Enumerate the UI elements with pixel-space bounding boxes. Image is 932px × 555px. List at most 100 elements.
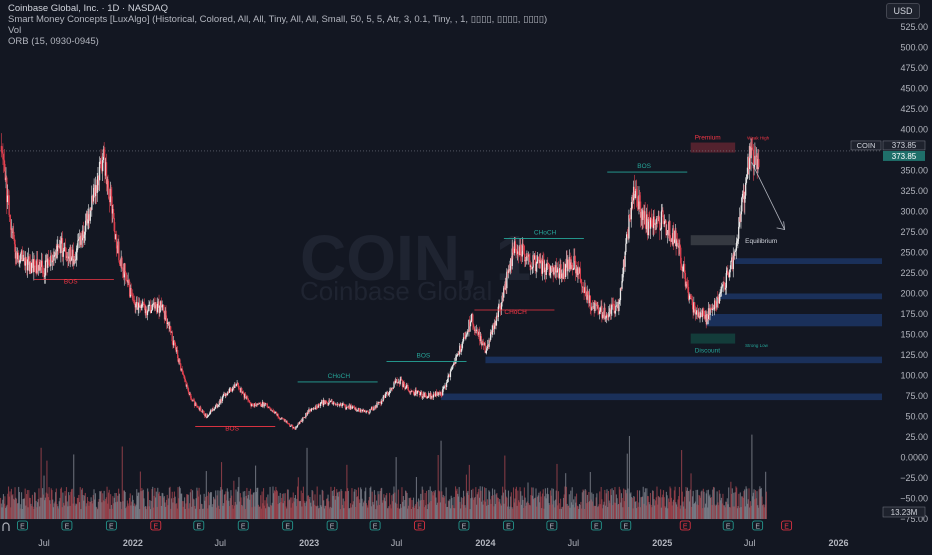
candle-body — [459, 345, 462, 352]
volume-bar — [63, 502, 65, 519]
candle-body — [519, 245, 521, 255]
candle-body — [574, 260, 577, 274]
candle-body — [51, 255, 53, 263]
candle-body — [261, 401, 264, 407]
candle-body — [215, 404, 217, 407]
volume-bar — [739, 507, 741, 519]
candle-body — [550, 266, 552, 273]
candle-body — [486, 348, 488, 351]
volume-bar — [189, 492, 191, 519]
volume-bar — [20, 504, 22, 519]
volume-bar — [100, 490, 102, 519]
candle-body — [643, 210, 645, 218]
candle-body — [307, 412, 309, 413]
candle-body — [284, 420, 286, 422]
candle-body — [562, 268, 564, 279]
y-tick-label: 0.0000 — [900, 453, 928, 463]
candle-body — [275, 412, 277, 413]
volume-bar — [741, 496, 743, 519]
candle-body — [500, 302, 503, 310]
volume-bar — [296, 498, 298, 519]
candle-body — [85, 213, 88, 221]
candle-body — [212, 408, 214, 411]
candle-body — [320, 401, 323, 403]
volume-bar — [696, 504, 698, 519]
candle-body — [473, 327, 476, 331]
volume-bar — [367, 507, 369, 519]
volume-bar — [51, 490, 53, 519]
volume-bar — [666, 495, 668, 519]
earnings-marker — [546, 520, 558, 531]
candle-body — [211, 408, 214, 411]
volume-bar — [478, 497, 481, 519]
candle-body — [469, 322, 472, 327]
candle-body — [59, 245, 61, 253]
candle-body — [376, 402, 378, 408]
volume-bar — [755, 498, 757, 519]
candle-body — [676, 240, 678, 247]
volume-bar — [38, 488, 40, 519]
volume-bar — [278, 495, 280, 519]
volume-bar — [532, 487, 534, 519]
candle-body — [245, 396, 248, 399]
candle-body — [138, 303, 140, 308]
candle-body — [651, 220, 653, 227]
candle-body — [402, 382, 404, 387]
earnings-marker-label: E — [20, 524, 25, 531]
settings-icon[interactable] — [2, 522, 12, 532]
volume-bar — [110, 494, 112, 519]
volume-bar — [463, 496, 465, 519]
candle-body — [272, 410, 274, 412]
volume-bar — [680, 505, 682, 519]
indicator-orb[interactable]: ORB (15, 0930-0945) — [8, 36, 99, 47]
candle-body — [38, 265, 40, 271]
candle-body — [168, 322, 170, 329]
candle-body — [292, 427, 295, 429]
currency-button[interactable]: USD — [886, 3, 920, 19]
volume-bar — [170, 498, 173, 519]
candle-body — [353, 406, 356, 410]
volume-bar — [225, 491, 227, 519]
volume-bar — [536, 506, 538, 519]
volume-bar — [210, 492, 212, 519]
candle-body — [50, 255, 52, 266]
candle-body — [429, 393, 431, 397]
volume-bar — [60, 487, 62, 519]
earnings-marker-label: E — [330, 524, 335, 531]
volume-bar — [144, 506, 146, 519]
candle-body — [76, 248, 78, 253]
candle-body — [522, 243, 524, 246]
candle-body — [411, 390, 414, 392]
volume-bar — [764, 504, 766, 519]
volume-bar — [383, 494, 385, 519]
volume-bar — [390, 508, 392, 519]
volume-bar — [546, 493, 548, 519]
volume-bar — [276, 491, 278, 519]
candle-body — [404, 383, 406, 390]
volume-bar — [733, 492, 735, 519]
volume-bar — [418, 498, 420, 519]
candle-body — [356, 410, 358, 412]
volume-bar — [45, 492, 47, 519]
volume-bar — [475, 487, 477, 519]
indicator-vol[interactable]: Vol — [8, 25, 22, 36]
volume-bar — [565, 473, 567, 519]
indicator-smc[interactable]: Smart Money Concepts [LuxAlgo] (Historic… — [8, 14, 548, 25]
volume-bar — [552, 488, 554, 519]
candle-body — [745, 179, 748, 183]
volume-bar — [375, 509, 377, 519]
candle-body — [129, 288, 132, 297]
candle-body — [154, 302, 156, 309]
candle-body — [122, 270, 125, 278]
volume-bar — [263, 488, 265, 519]
candle-body — [283, 419, 285, 422]
symbol-title[interactable]: Coinbase Global, Inc. · 1D · NASDAQ — [8, 3, 168, 14]
volume-bar — [339, 509, 341, 519]
candle-body — [672, 228, 674, 245]
volume-bar — [638, 502, 640, 519]
volume-bar — [190, 488, 192, 519]
volume-bar — [157, 487, 159, 519]
volume-bar — [549, 490, 552, 519]
